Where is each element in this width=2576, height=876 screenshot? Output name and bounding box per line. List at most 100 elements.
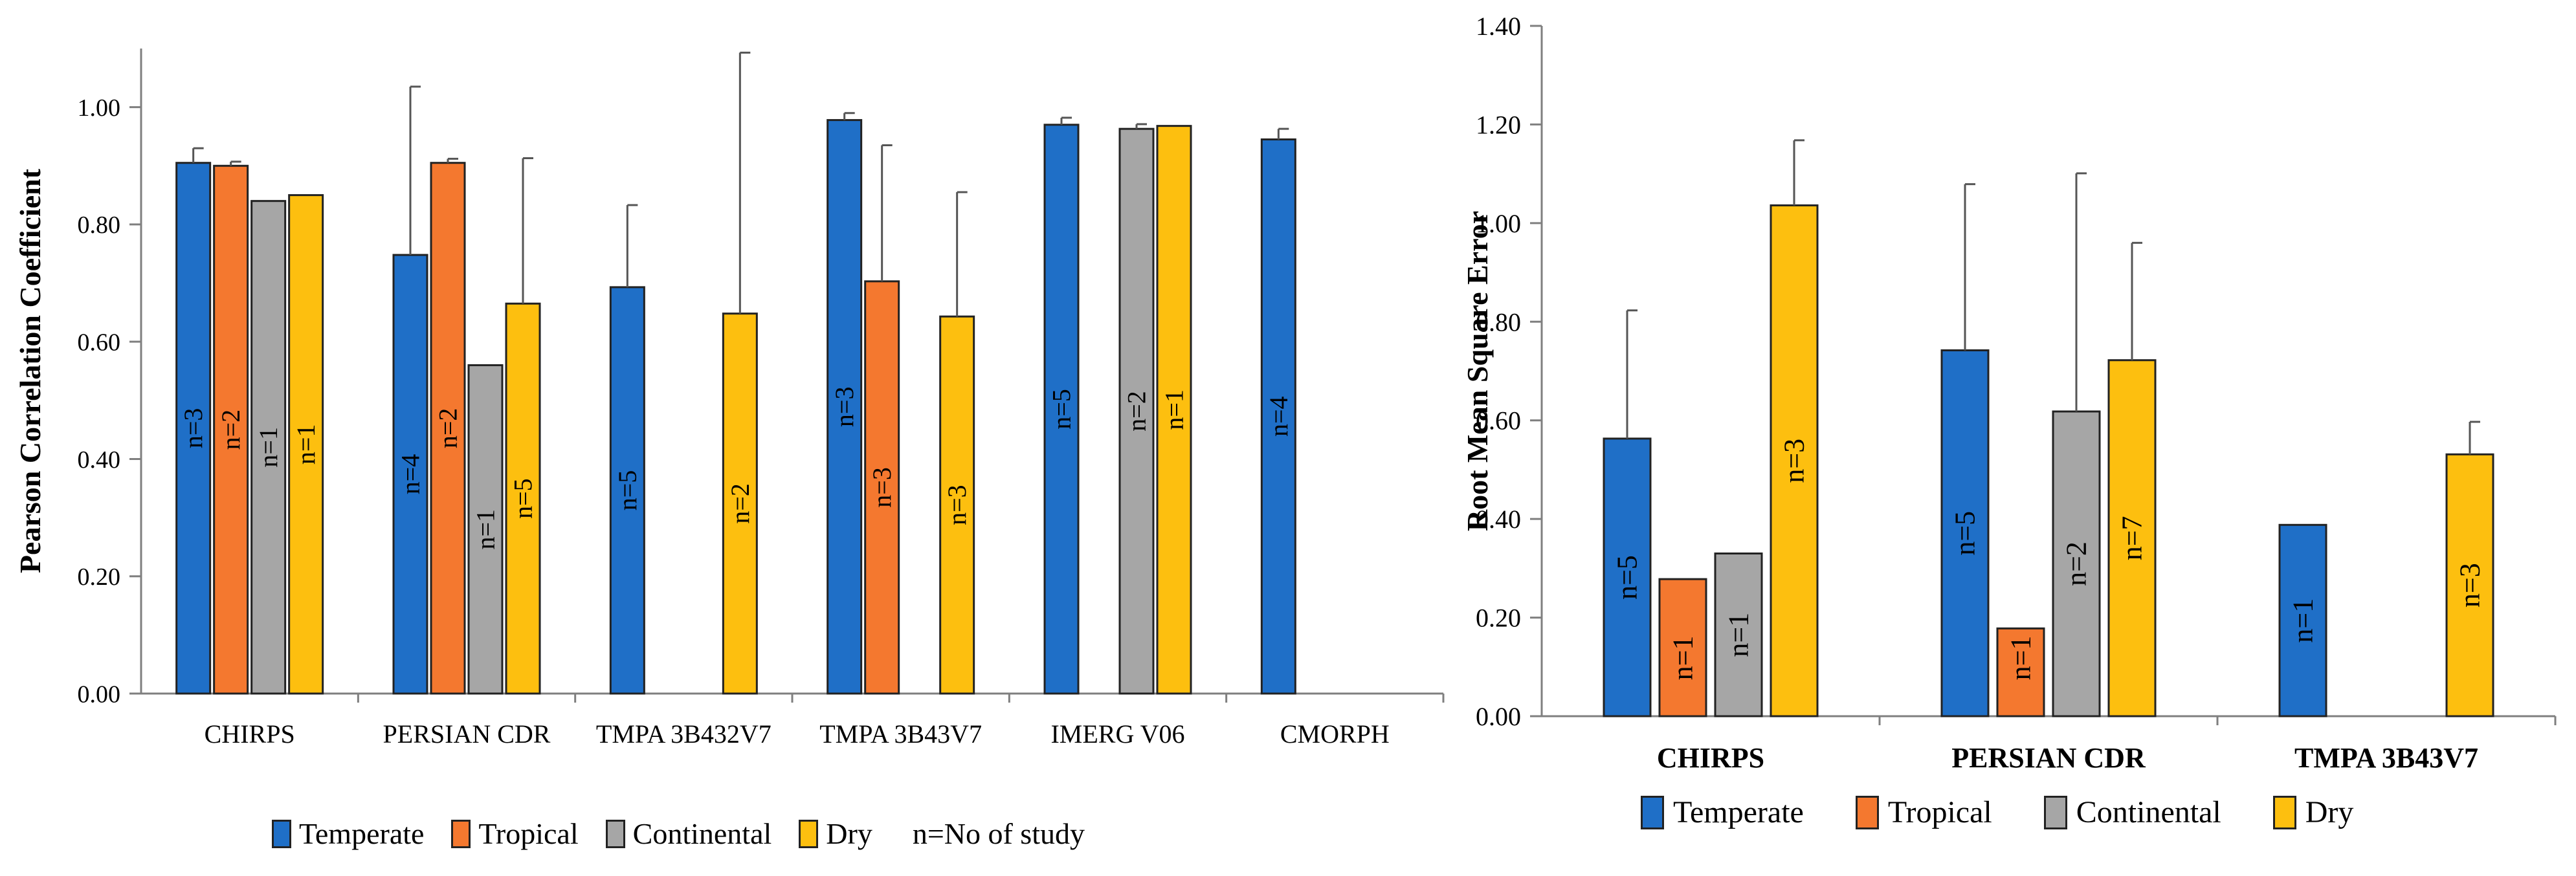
bar-temperate — [1260, 138, 1296, 695]
legend-label-dry: Dry — [2305, 795, 2354, 829]
bar-continental — [1714, 552, 1763, 717]
legend-note: n=No of study — [912, 817, 1085, 850]
y-tick-label: 0.40 — [78, 446, 121, 474]
n-label: n=3 — [179, 408, 208, 449]
bar-temperate — [1940, 349, 1990, 717]
n-label: n=1 — [291, 424, 320, 465]
category-label: CMORPH — [1280, 719, 1390, 749]
legend-item-temperate: Temperate — [272, 816, 424, 851]
y-tick-label: 1.40 — [1476, 12, 1521, 41]
n-label: n=7 — [2116, 516, 2148, 560]
legend-right: Temperate Tropical Continental Dry — [1641, 794, 2405, 830]
n-label: n=2 — [726, 483, 755, 524]
legend-swatch-tropical — [1855, 795, 1879, 829]
y-tick-label: 1.00 — [1476, 209, 1521, 238]
bar-tropical — [430, 162, 466, 695]
y-axis-title: Pearson Correlation Coefficient — [14, 168, 47, 573]
legend-item-continental: Continental — [605, 816, 772, 851]
legend-label-continental: Continental — [2076, 795, 2221, 829]
chart-2: 0.00 0.20 0.40 0.60 0.80 1.00 1.20 1.40 Root Mea… — [1461, 12, 2557, 774]
n-label: n=1 — [471, 509, 500, 550]
bar-dry — [939, 315, 975, 695]
n-label: n=3 — [830, 387, 859, 428]
bar-temperate — [392, 254, 428, 695]
n-label: n=3 — [942, 485, 972, 525]
legend-swatch-temperate — [1641, 795, 1664, 829]
n-label: n=1 — [1723, 613, 1755, 657]
bar-continental — [467, 364, 504, 695]
bar-dry — [2107, 359, 2157, 717]
bar-continental — [250, 200, 287, 695]
legend-swatch-dry — [799, 819, 819, 848]
legend-item-continental: Continental — [2043, 794, 2221, 830]
n-label: n=3 — [867, 467, 896, 508]
n-label: n=5 — [1612, 555, 1643, 600]
legend-item-tropical: Tropical — [451, 816, 579, 851]
legend-label-temperate: Temperate — [299, 817, 425, 850]
legend-item-tropical: Tropical — [1855, 794, 1992, 830]
y-axis-title: Root Mean Square Error — [1461, 211, 1494, 531]
legend-label-temperate: Temperate — [1673, 795, 1804, 829]
y-tick-label: 0.00 — [1476, 702, 1521, 731]
category-label: IMERG V06 — [1050, 719, 1184, 749]
n-label: n=1 — [2287, 598, 2319, 643]
legend-item-temperate: Temperate — [1641, 794, 1804, 830]
bar-dry — [288, 194, 324, 695]
bar-continental — [2052, 410, 2101, 717]
n-label: n=3 — [2454, 563, 2486, 608]
y-tick-label: 0.00 — [78, 681, 121, 708]
legend-swatch-tropical — [451, 819, 471, 848]
y-tick-label: 0.20 — [1476, 604, 1521, 633]
bar-continental — [1118, 127, 1155, 695]
y-tick-label: 1.00 — [78, 94, 121, 122]
legend-label-continental: Continental — [632, 817, 772, 850]
n-label: n=1 — [2005, 636, 2037, 681]
n-label: n=2 — [1122, 391, 1151, 432]
n-label: n=5 — [1047, 389, 1076, 430]
legend-swatch-temperate — [272, 819, 291, 848]
n-label: n=1 — [1160, 389, 1189, 430]
legend-label-tropical: Tropical — [478, 817, 579, 850]
n-label: n=5 — [1949, 511, 1981, 556]
bar-tropical — [1658, 578, 1707, 717]
n-label: n=3 — [1779, 439, 1810, 483]
bar-tropical — [213, 164, 249, 695]
n-label: n=2 — [2061, 542, 2093, 586]
bar-temperate — [2278, 523, 2327, 717]
y-tick-label: 0.80 — [78, 212, 121, 239]
y-tick-label: 0.60 — [1476, 406, 1521, 435]
category-label: TMPA 3B432V7 — [596, 719, 772, 749]
n-label: n=4 — [396, 454, 425, 495]
bar-dry — [1156, 125, 1192, 695]
category-label: PERSIAN CDR — [383, 719, 551, 749]
legend-swatch-continental — [605, 819, 625, 848]
bar-dry — [1770, 204, 1819, 717]
legend-item-dry: Dry — [2272, 794, 2354, 830]
y-tick-label: 1.20 — [1476, 110, 1521, 139]
category-label: CHIRPS — [205, 719, 295, 749]
legend-label-tropical: Tropical — [1887, 795, 1992, 829]
n-label: n=5 — [509, 478, 538, 519]
category-label: TMPA 3B43V7 — [819, 719, 982, 749]
n-label: n=2 — [434, 408, 463, 449]
category-label: CHIRPS — [1657, 742, 1764, 774]
y-tick-label: 0.20 — [78, 564, 121, 591]
n-label: n=1 — [254, 427, 283, 468]
chart-1: 0.00 0.20 0.40 0.60 0.80 1.00 Pearson Correlat… — [14, 49, 1445, 749]
bar-temperate — [609, 286, 645, 695]
bar-tropical — [1996, 627, 2045, 717]
y-tick-label: 0.80 — [1476, 307, 1521, 336]
legend-swatch-continental — [2043, 795, 2067, 829]
legend-swatch-dry — [2272, 795, 2296, 829]
bar-temperate — [1043, 124, 1080, 695]
category-label: TMPA 3B43V7 — [2294, 742, 2478, 774]
n-label: n=1 — [1667, 636, 1699, 681]
bar-tropical — [864, 280, 900, 695]
bar-dry — [722, 312, 758, 695]
bar-temperate — [827, 119, 863, 695]
n-label: n=4 — [1264, 396, 1293, 437]
y-tick-label: 0.60 — [78, 329, 121, 356]
bar-dry — [2445, 453, 2494, 717]
legend-label-dry: Dry — [826, 817, 872, 850]
